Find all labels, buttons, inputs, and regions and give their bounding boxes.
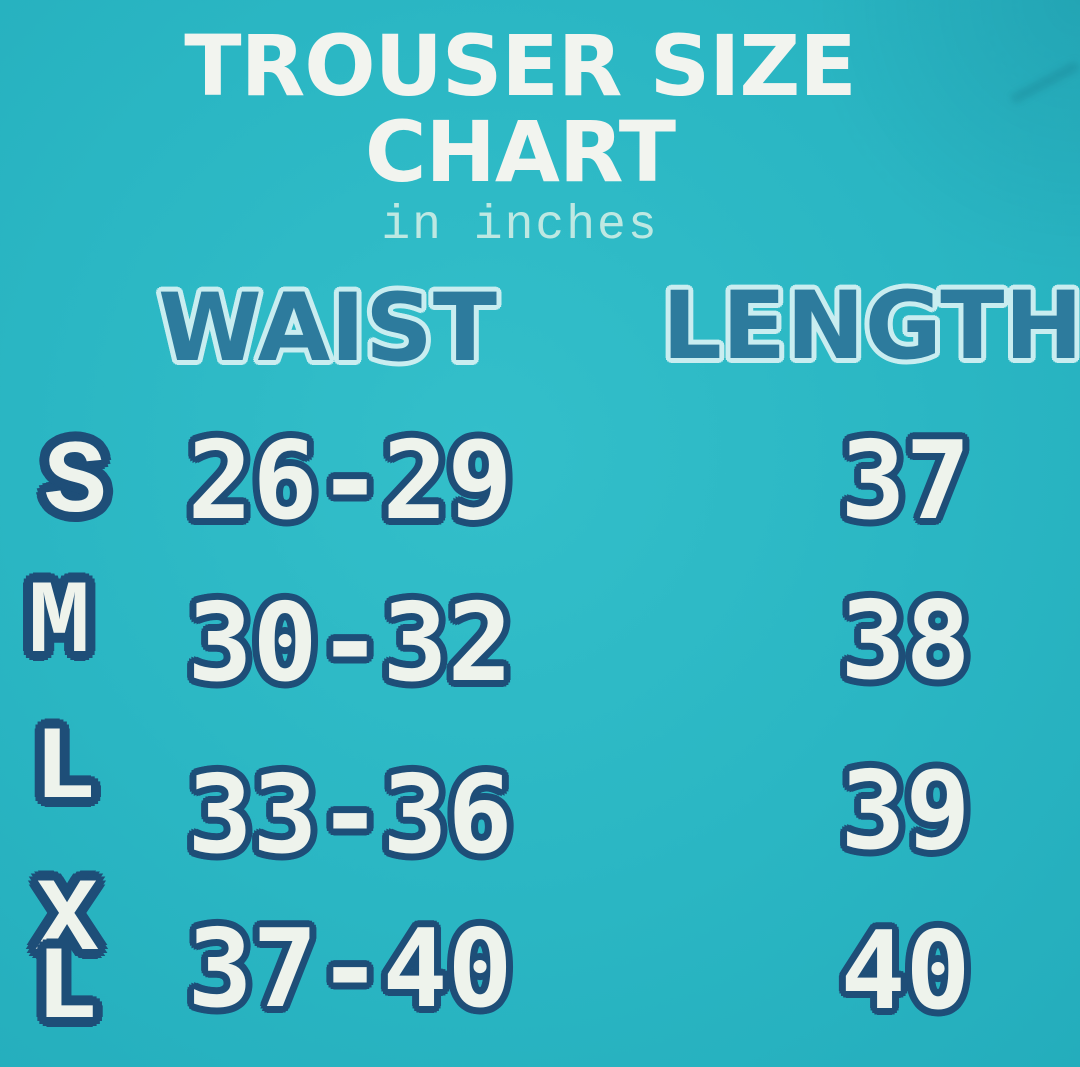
page-title-line1: TROUSER SIZE bbox=[184, 17, 856, 115]
waist-value-s: 26-29 bbox=[187, 419, 513, 544]
column-header-length: LENGTH bbox=[662, 272, 1080, 381]
column-header-waist: WAIST bbox=[158, 274, 498, 383]
length-value-m: 38 bbox=[840, 579, 971, 704]
page-title-line2: CHART bbox=[364, 103, 676, 201]
length-value-l: 39 bbox=[840, 749, 971, 874]
waist-value-l: 33-36 bbox=[187, 753, 513, 878]
size-label-l: L bbox=[34, 711, 97, 829]
waist-value-xl: 37-40 bbox=[187, 907, 513, 1032]
size-label-xl: XL bbox=[35, 863, 99, 1049]
waist-value-m: 30-32 bbox=[187, 581, 513, 706]
page-subtitle: in inches bbox=[381, 199, 659, 253]
length-value-xl: 40 bbox=[840, 909, 971, 1034]
length-value-s: 37 bbox=[840, 419, 971, 544]
size-label-s: S bbox=[44, 425, 107, 543]
size-label-m: M bbox=[28, 565, 91, 683]
